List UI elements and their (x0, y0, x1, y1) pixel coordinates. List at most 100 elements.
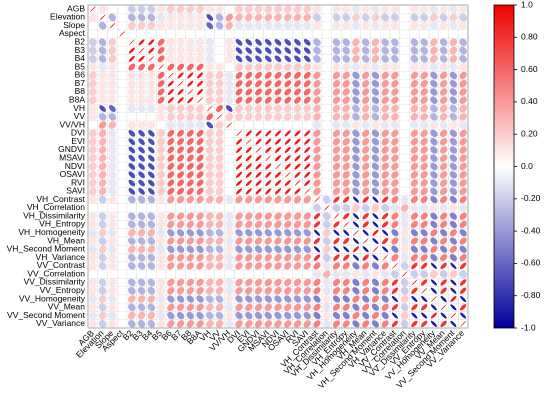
correlation-ellipse (128, 163, 136, 170)
correlation-ellipse (410, 179, 419, 187)
correlation-ellipse (450, 312, 457, 319)
correlation-ellipse (89, 6, 96, 13)
correlation-ellipse (439, 79, 448, 88)
correlation-ellipse (322, 145, 331, 155)
correlation-ellipse (449, 196, 457, 204)
correlation-ellipse (304, 163, 311, 170)
correlation-ellipse (439, 63, 448, 72)
correlation-ellipse (420, 212, 428, 220)
correlation-ellipse (381, 203, 390, 212)
correlation-ellipse (352, 287, 360, 295)
correlation-ellipse (361, 96, 370, 104)
correlation-ellipse (352, 96, 360, 104)
correlation-ellipse (459, 46, 467, 55)
correlation-ellipse (88, 220, 97, 229)
correlation-ellipse (371, 179, 380, 187)
correlation-ellipse (430, 146, 438, 154)
correlation-ellipse (264, 80, 272, 88)
correlation-ellipse (333, 237, 340, 245)
correlation-ellipse (303, 71, 311, 79)
correlation-ellipse (215, 5, 224, 14)
correlation-ellipse (410, 79, 419, 88)
correlation-ellipse (108, 129, 117, 138)
correlation-ellipse (235, 138, 243, 145)
correlation-ellipse (322, 220, 331, 229)
correlation-ellipse (391, 304, 399, 311)
correlation-ellipse (284, 311, 292, 320)
correlation-ellipse (410, 29, 419, 39)
correlation-ellipse (420, 88, 428, 96)
correlation-ellipse (420, 5, 429, 14)
correlation-ellipse (352, 71, 360, 80)
correlation-ellipse (215, 295, 224, 303)
correlation-ellipse (117, 129, 127, 138)
correlation-ellipse (147, 79, 156, 88)
correlation-ellipse (147, 71, 156, 80)
correlation-ellipse (342, 171, 350, 179)
correlation-ellipse (196, 262, 204, 270)
correlation-ellipse (108, 87, 117, 96)
correlation-ellipse (137, 121, 146, 130)
correlation-ellipse (371, 303, 380, 311)
correlation-ellipse (332, 137, 341, 146)
correlation-ellipse (322, 294, 331, 304)
y-tick-label: AGB (67, 3, 85, 13)
correlation-ellipse (157, 88, 165, 96)
correlation-ellipse (137, 21, 146, 30)
correlation-ellipse (411, 279, 418, 286)
correlation-ellipse (88, 146, 97, 154)
correlation-ellipse (410, 88, 419, 96)
correlation-ellipse (254, 311, 263, 320)
correlation-ellipse (205, 320, 214, 328)
correlation-ellipse (420, 279, 428, 286)
correlation-ellipse (244, 203, 253, 213)
correlation-ellipse (255, 179, 262, 187)
correlation-ellipse (342, 154, 350, 162)
correlation-ellipse (459, 287, 467, 294)
correlation-ellipse (322, 104, 331, 113)
correlation-ellipse (284, 220, 292, 229)
correlation-ellipse (400, 145, 409, 155)
correlation-ellipse (176, 311, 185, 320)
correlation-ellipse (342, 55, 351, 63)
correlation-ellipse (128, 55, 135, 62)
correlation-ellipse (205, 212, 214, 221)
correlation-ellipse (235, 80, 243, 88)
correlation-ellipse (430, 104, 438, 113)
correlation-ellipse (429, 5, 438, 14)
correlation-ellipse (352, 55, 360, 63)
correlation-ellipse (303, 262, 311, 270)
correlation-ellipse (147, 320, 156, 328)
correlation-ellipse (186, 187, 194, 195)
correlation-ellipse (294, 171, 301, 178)
correlation-ellipse (293, 63, 302, 72)
correlation-ellipse (390, 63, 399, 72)
correlation-ellipse (391, 71, 399, 80)
correlation-ellipse (303, 220, 311, 229)
correlation-ellipse (196, 179, 204, 187)
correlation-ellipse (381, 303, 389, 311)
correlation-ellipse (371, 5, 380, 14)
correlation-ellipse (352, 237, 360, 245)
correlation-ellipse (381, 196, 389, 203)
correlation-ellipse (117, 79, 127, 88)
correlation-ellipse (196, 46, 205, 55)
correlation-ellipse (430, 229, 438, 237)
correlation-ellipse (400, 170, 409, 179)
correlation-ellipse (293, 237, 302, 245)
correlation-ellipse (88, 154, 97, 163)
correlation-ellipse (460, 312, 467, 319)
correlation-ellipse (381, 63, 390, 72)
correlation-ellipse (98, 245, 107, 254)
correlation-ellipse (303, 237, 311, 245)
correlation-ellipse (351, 121, 360, 130)
correlation-ellipse (381, 287, 389, 295)
correlation-ellipse (234, 21, 244, 30)
y-tick-label: DVI (71, 128, 85, 138)
correlation-ellipse (411, 295, 418, 303)
correlation-ellipse (196, 320, 204, 328)
correlation-ellipse (410, 5, 419, 14)
correlation-ellipse (157, 47, 165, 55)
correlation-ellipse (235, 295, 243, 303)
